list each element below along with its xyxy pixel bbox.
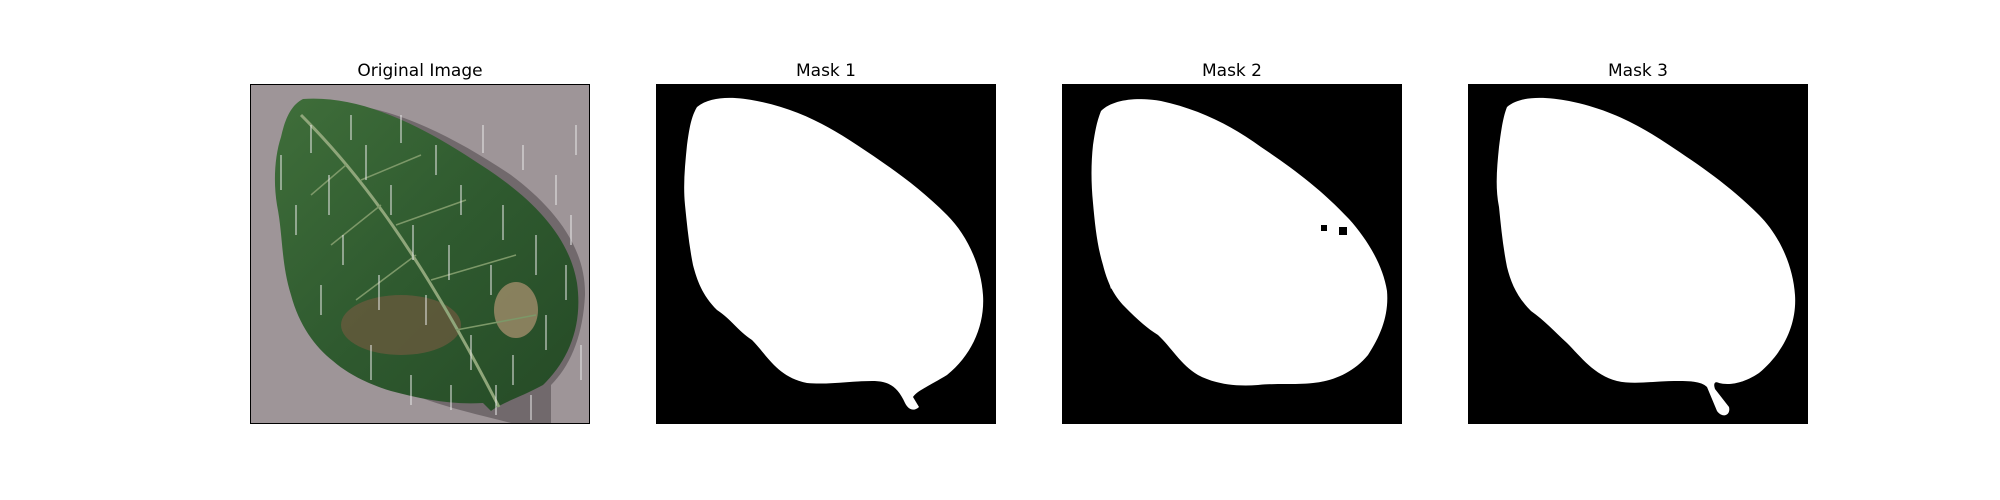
mask-region — [1496, 97, 1796, 416]
panel-mask-2: Mask 2 — [1062, 58, 1402, 424]
leaf-mask — [657, 85, 995, 423]
panel-mask-1: Mask 1 — [656, 58, 996, 424]
original-image — [250, 84, 590, 424]
panel-mask-3: Mask 3 — [1468, 58, 1808, 424]
mask-region — [684, 97, 984, 410]
mask-image — [656, 84, 996, 424]
mask-image — [1468, 84, 1808, 424]
leaf-midrib — [299, 113, 501, 408]
panel-title: Mask 2 — [1201, 61, 1262, 81]
leaf-mask — [1063, 85, 1401, 423]
leaf-mask — [1469, 85, 1807, 423]
panel-original-image: Original Image — [250, 58, 590, 424]
mask-speckles — [1107, 275, 1121, 293]
leaf-lesion — [341, 295, 461, 355]
panel-title: Mask 1 — [795, 61, 856, 81]
leaf-spot — [494, 282, 538, 338]
panel-title: Original Image — [357, 61, 483, 81]
mask-hole — [1321, 225, 1327, 231]
streak-artifacts — [280, 115, 582, 420]
mask-region — [1091, 99, 1388, 386]
panel-title: Mask 3 — [1607, 61, 1668, 81]
leaf-photo — [251, 85, 589, 423]
mask-hole — [1339, 227, 1347, 235]
mask-image — [1062, 84, 1402, 424]
